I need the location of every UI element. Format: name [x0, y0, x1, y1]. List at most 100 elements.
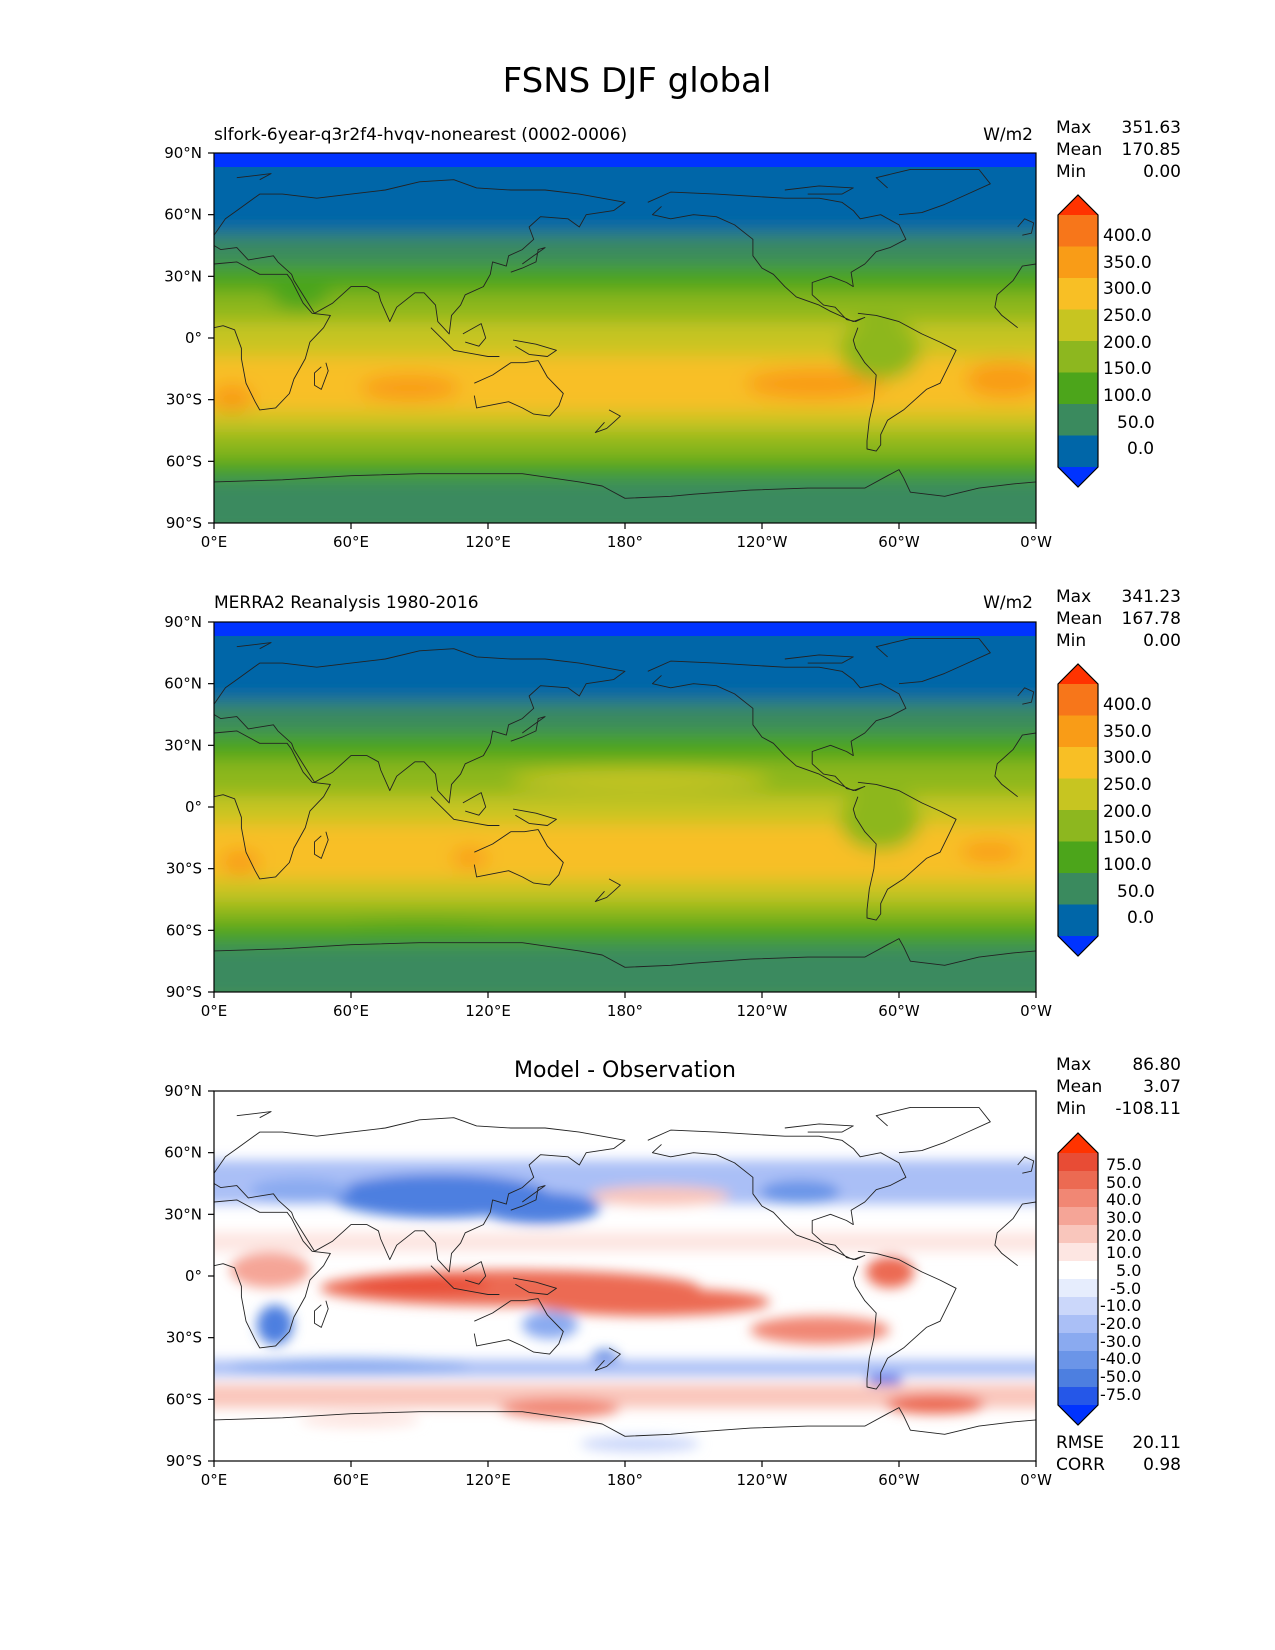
- cbar-label: -10.0: [1100, 1296, 1141, 1315]
- stat-mean-label: Mean: [1056, 140, 1102, 160]
- panel-obs: 0°E 60°E 120°E 180° 120°W 60°W 0°W 90°N 60°N 30°…: [164, 587, 1181, 1020]
- coastline: [430, 327, 500, 357]
- stat-max-label: Max: [1056, 587, 1091, 607]
- map-diff: [214, 1091, 1036, 1461]
- colorbar-segment: [1058, 372, 1098, 405]
- coastline: [594, 1347, 621, 1372]
- cbar-label: 150.0: [1103, 359, 1152, 379]
- corr-value: 0.98: [1143, 1455, 1181, 1475]
- coastlines-model: [213, 168, 1037, 499]
- cbar-label: 300.0: [1103, 748, 1152, 768]
- stat-min-label: Min: [1056, 1099, 1086, 1119]
- stats-model: Max 351.63 Mean 170.85 Min 0.00: [1056, 118, 1181, 182]
- coastline: [994, 732, 1037, 798]
- coastline: [213, 1407, 1037, 1437]
- coastline: [462, 323, 487, 347]
- stat-min-value: 0.00: [1143, 162, 1181, 182]
- y-axis-diff: 90°N 60°N 30°N 0° 30°S 60°S 90°S: [164, 1082, 214, 1470]
- y-tick-label: 90°S: [166, 1452, 202, 1470]
- coastline: [213, 938, 1037, 968]
- stat-min-value: 0.00: [1143, 631, 1181, 651]
- panel-diff: 0°E 60°E 120°E 180° 120°W 60°W 0°W 90°N 60°N 30°…: [164, 1055, 1181, 1489]
- colorbar-segment: [1058, 309, 1098, 342]
- x-tick-label: 0°W: [1020, 1002, 1052, 1020]
- stat-max-value: 341.23: [1122, 587, 1181, 607]
- cbar-label: 75.0: [1106, 1155, 1142, 1174]
- colorbar-segment: [1058, 1189, 1098, 1208]
- colorbar-outline: [1057, 663, 1099, 957]
- cbar-label: 20.0: [1106, 1226, 1142, 1245]
- colorbar-segment: [1058, 873, 1098, 906]
- cbar-label: 5.0: [1116, 1261, 1141, 1280]
- stat-mean-value: 170.85: [1122, 140, 1181, 160]
- colorbar-model: [1057, 194, 1099, 488]
- cbar-label: 300.0: [1103, 279, 1152, 299]
- colorbar-segment: [1058, 904, 1098, 937]
- colorbar-diff: [1057, 1132, 1099, 1426]
- coastline: [510, 247, 546, 273]
- stat-mean-label: Mean: [1056, 1077, 1102, 1097]
- map-obs: [214, 622, 1036, 992]
- colorbar-segment: [1058, 1207, 1098, 1226]
- colorbar-segment: [1058, 1279, 1098, 1298]
- stat-min-label: Min: [1056, 631, 1086, 651]
- coastline: [213, 648, 626, 804]
- coastline: [852, 781, 957, 921]
- cbar-label: -40.0: [1100, 1349, 1141, 1368]
- stat-max-value: 351.63: [1122, 118, 1181, 138]
- coastline: [784, 1123, 854, 1133]
- coastline: [510, 1185, 546, 1211]
- x-tick-label: 0°E: [201, 1002, 228, 1020]
- colorbar-segment: [1058, 1225, 1098, 1244]
- y-tick-label: 0°: [185, 329, 202, 347]
- coastline: [1017, 218, 1035, 236]
- coastline: [430, 796, 500, 826]
- x-tick-label: 120°W: [737, 1471, 788, 1489]
- x-axis-obs: 0°E 60°E 120°E 180° 120°W 60°W 0°W: [201, 992, 1052, 1020]
- y-tick-label: 60°N: [164, 675, 202, 693]
- y-tick-label: 30°N: [164, 267, 202, 285]
- colorbar-labels-diff: 75.0 50.0 40.0 30.0 20.0 10.0 5.0 -5.0 -…: [1100, 1155, 1142, 1404]
- colorbar-segment: [1058, 435, 1098, 468]
- x-tick-label: 60°W: [878, 533, 920, 551]
- colorbar-min-extension: [1058, 936, 1098, 956]
- cbar-label: -5.0: [1110, 1279, 1141, 1298]
- x-tick-label: 60°W: [878, 1471, 920, 1489]
- stat-max-label: Max: [1056, 1055, 1091, 1075]
- y-tick-label: 30°S: [166, 860, 202, 878]
- colorbar-segment: [1058, 1333, 1098, 1352]
- coastline: [875, 168, 991, 216]
- x-tick-label: 180°: [607, 533, 643, 551]
- y-tick-label: 90°S: [166, 983, 202, 1001]
- cbar-label: 200.0: [1103, 333, 1152, 353]
- x-tick-label: 120°W: [737, 1002, 788, 1020]
- cbar-label: 50.0: [1117, 882, 1155, 902]
- x-tick-label: 0°E: [201, 533, 228, 551]
- x-axis-diff: 0°E 60°E 120°E 180° 120°W 60°W 0°W: [201, 1461, 1052, 1489]
- stat-min-label: Min: [1056, 162, 1086, 182]
- y-axis-model: 90°N 60°N 30°N 0° 30°S 60°S 90°S: [164, 144, 214, 532]
- coastline: [236, 173, 272, 181]
- coastline: [1017, 1156, 1035, 1174]
- coastline: [784, 654, 854, 664]
- coastline: [510, 716, 546, 742]
- colorbar-segment: [1058, 810, 1098, 843]
- coastline: [213, 1117, 626, 1273]
- cbar-label: 100.0: [1103, 855, 1152, 875]
- y-tick-label: 0°: [185, 1267, 202, 1285]
- colorbar-segment: [1058, 715, 1098, 748]
- coastline: [213, 261, 331, 411]
- coastline: [236, 642, 272, 650]
- coastline: [213, 179, 626, 335]
- coastline: [594, 878, 621, 903]
- cbar-label: 400.0: [1103, 695, 1152, 715]
- panel-title-model: slfork-6year-q3r2f4-hvqv-nonearest (0002…: [214, 125, 627, 145]
- cbar-label: -75.0: [1100, 1385, 1141, 1404]
- colorbar-segment: [1058, 1243, 1098, 1262]
- x-tick-label: 0°W: [1020, 533, 1052, 551]
- y-tick-label: 30°N: [164, 1205, 202, 1223]
- y-tick-label: 60°N: [164, 1144, 202, 1162]
- rmse-label: RMSE: [1056, 1433, 1104, 1453]
- coastline: [513, 1277, 557, 1295]
- stats-diff: Max 86.80 Mean 3.07 Min -108.11: [1056, 1055, 1181, 1119]
